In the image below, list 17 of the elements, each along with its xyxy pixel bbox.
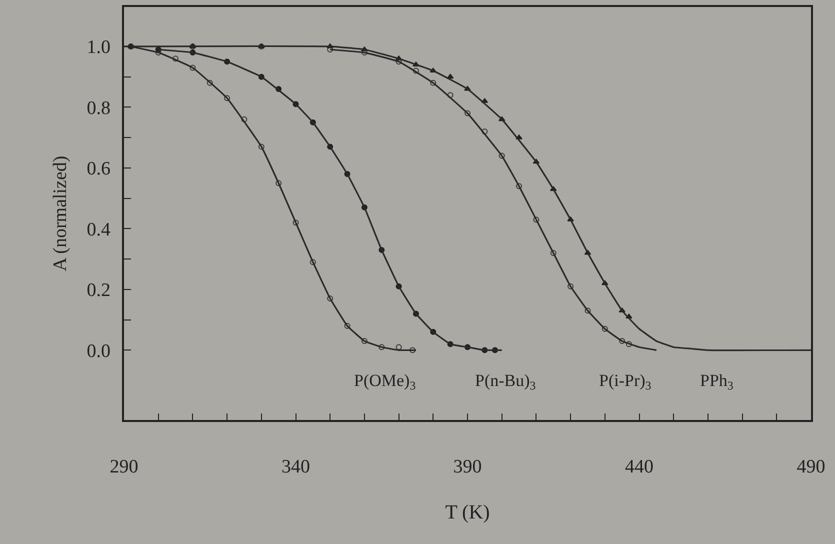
y-tick-label: 0.8 [86,98,110,119]
annotation: P(i-Pr)$_{3}$ [599,371,652,393]
y-axis-title: A (normalized) [50,156,72,272]
x-tick-label: 440 [625,456,654,478]
y-tick-label: 0.0 [86,340,110,362]
y-tick-label: 0.2 [86,280,110,302]
annotation: P(n-Bu)$_{3}$ [475,371,536,393]
annotation: PPh$_{3}$ [700,371,734,393]
y-tick-label: 0.6 [86,158,110,180]
y-tick-label: 0.4 [86,219,111,240]
x-tick-label: 490 [796,456,826,478]
x-tick-label: 290 [110,456,138,478]
annotation: P(OMe)$_{3}$ [354,371,416,393]
x-axis-title: T (K) [445,502,490,524]
x-tick-label: 390 [453,456,482,478]
x-tick-label: 340 [282,456,310,478]
y-tick-label: 1.0 [86,37,110,58]
